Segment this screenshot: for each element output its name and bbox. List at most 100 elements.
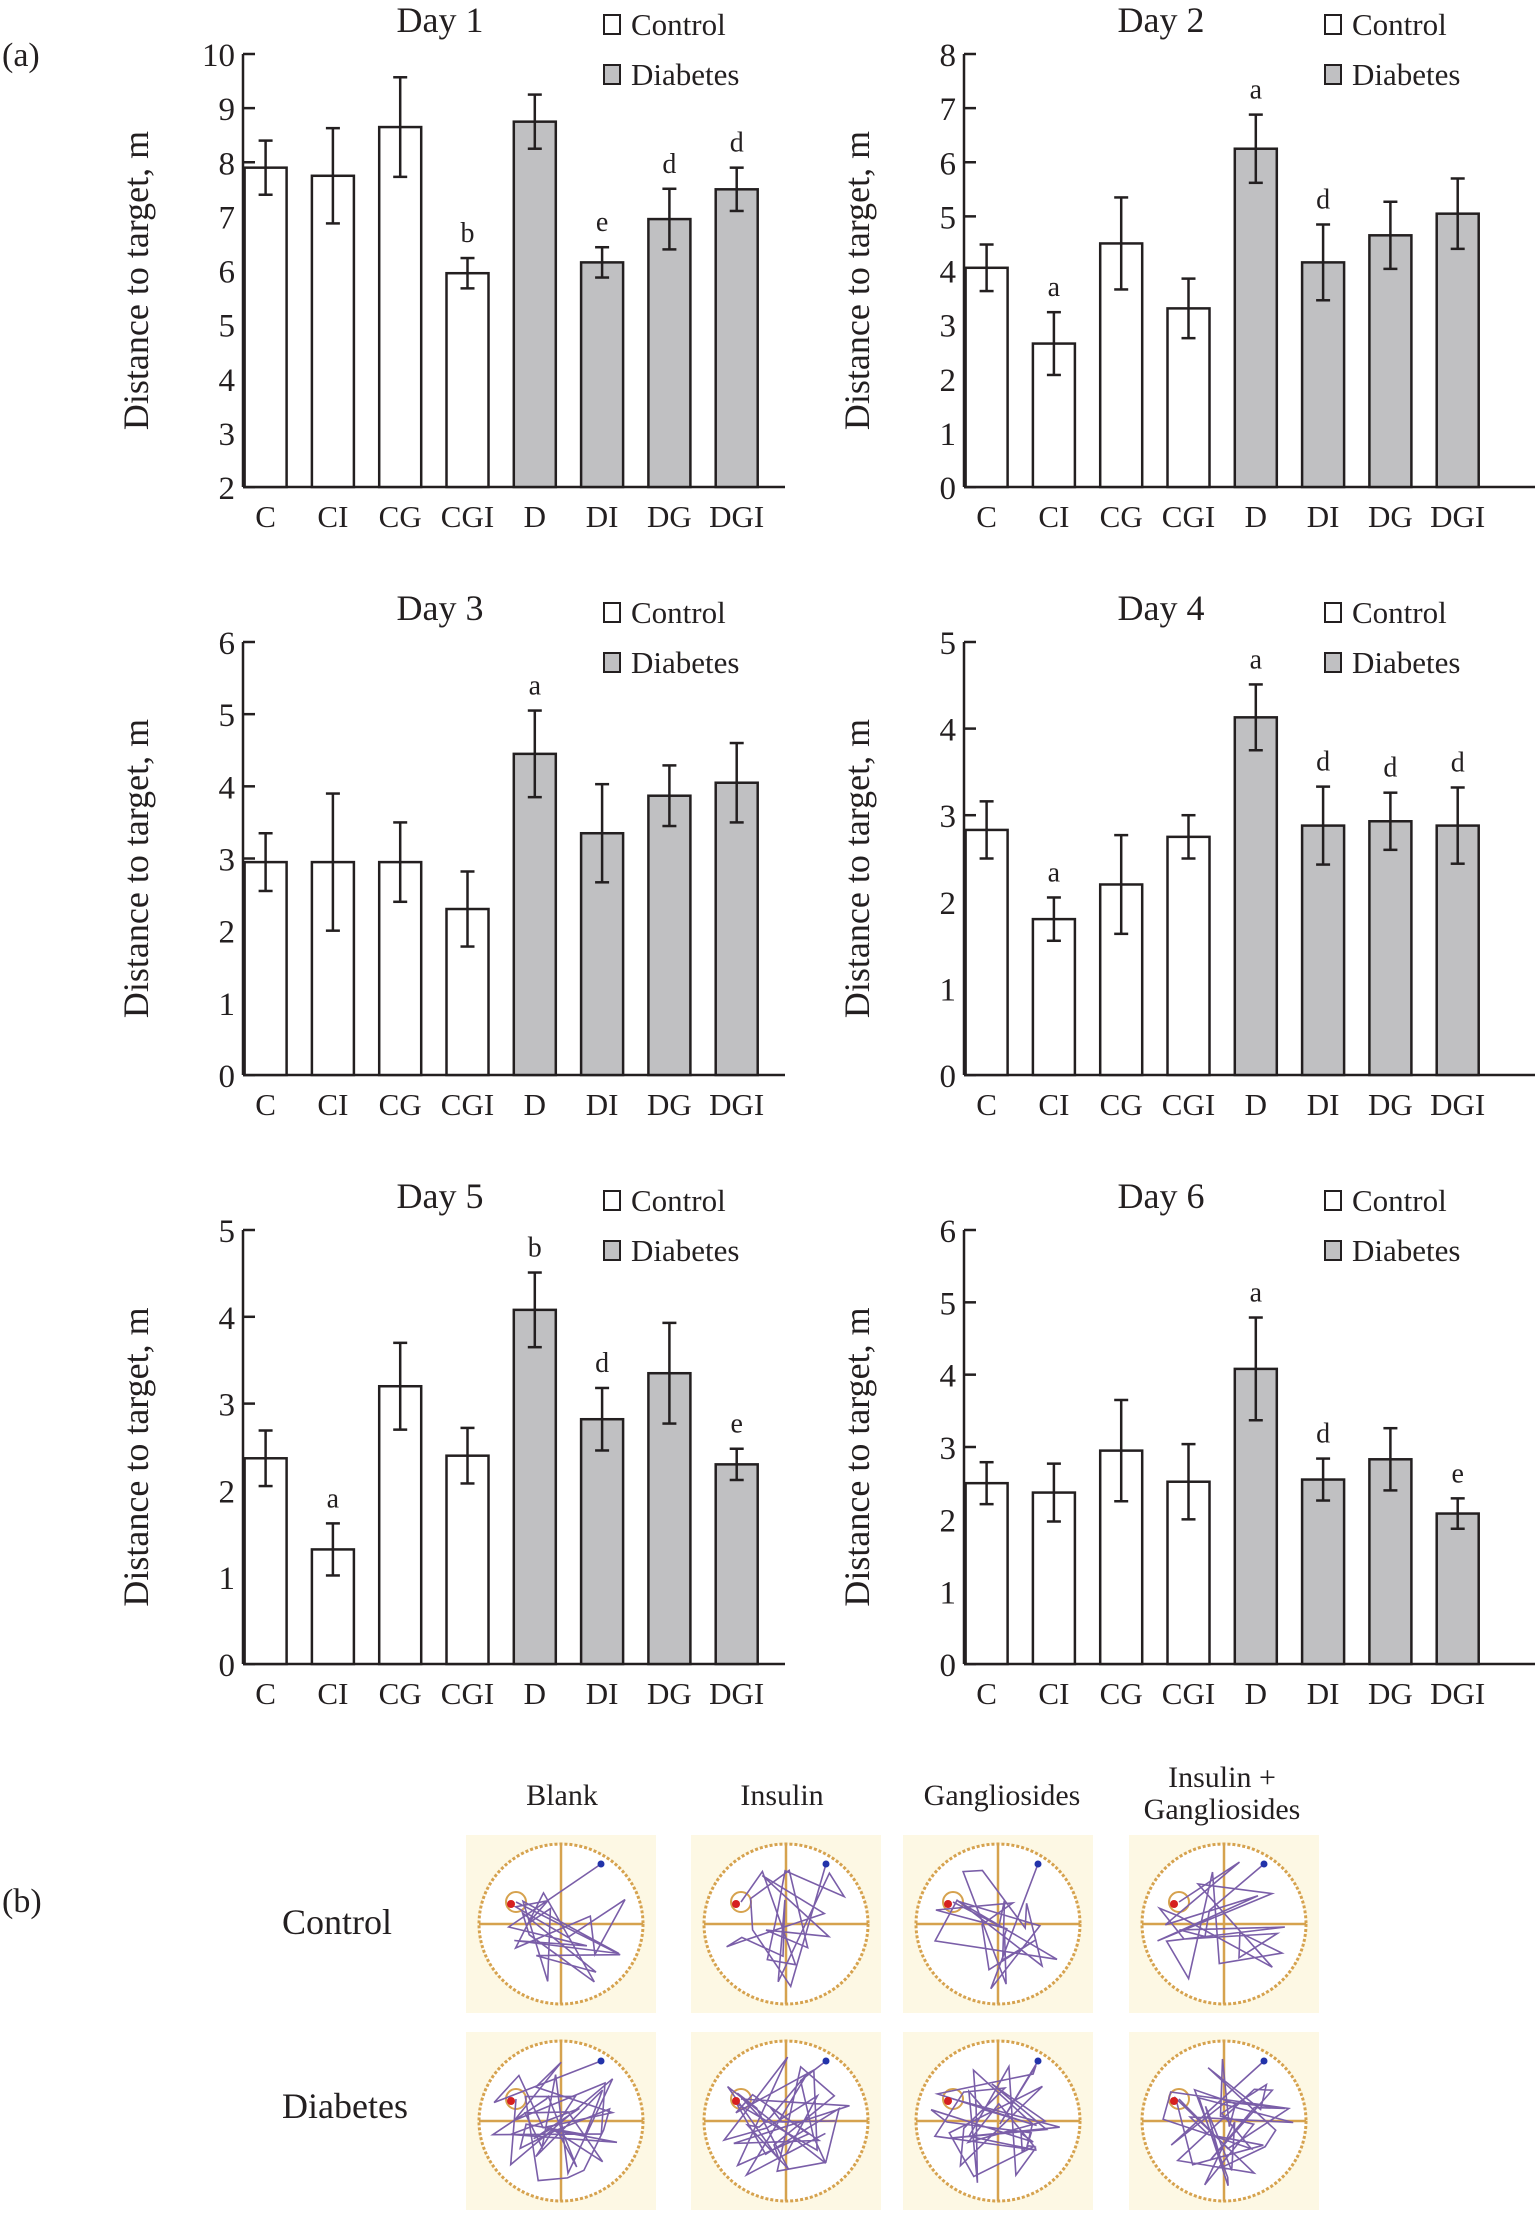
bar-DGI: [714, 1463, 759, 1666]
panel-label-b: (b): [2, 1883, 42, 1920]
y-tick-label: 1: [940, 1576, 957, 1612]
x-tick-label: CGI: [1162, 1676, 1215, 1711]
start-point: [597, 1860, 605, 1868]
y-tick-label: 4: [940, 1359, 957, 1395]
bar-D: [512, 1308, 558, 1666]
x-tick-label: DI: [1307, 1087, 1340, 1122]
significance-label: d: [662, 149, 676, 180]
bar-C: [964, 828, 1009, 1077]
legend-label-control: Control: [1352, 7, 1447, 42]
swim-track-diabetes-3: [1129, 2032, 1319, 2210]
x-tick-label: D: [1245, 1087, 1267, 1122]
significance-label: e: [596, 207, 608, 238]
end-point: [944, 1900, 952, 1908]
y-tick-label: 2: [940, 363, 957, 399]
legend-swatch-control: [603, 602, 621, 623]
x-tick-label: CG: [379, 499, 422, 534]
chart-day-1: 2 3 4 5 6 7 8 9 10 Distance to target, m Day 1 Cont…: [116, 0, 785, 534]
significance-label: a: [1048, 272, 1061, 303]
bar-DGI: [714, 781, 759, 1077]
y-tick-label: 1: [940, 417, 957, 453]
bar-DG: [647, 217, 692, 489]
significance-label: e: [1451, 1458, 1463, 1489]
end-point: [732, 2097, 740, 2105]
y-tick-label: 2: [940, 886, 957, 922]
y-tick-label: 0: [940, 1059, 957, 1095]
swim-track-control-0: [466, 1835, 656, 2013]
y-tick-label: 5: [219, 698, 236, 734]
chart-title: Day 6: [1118, 1176, 1205, 1216]
y-tick-label: 3: [219, 417, 236, 453]
significance-label: d: [1316, 1419, 1330, 1450]
y-tick-label: 6: [940, 1214, 957, 1250]
column-label: Gangliosides: [924, 1779, 1081, 1812]
y-tick-label: 2: [219, 1474, 236, 1510]
bar-DG: [647, 794, 692, 1077]
start-point: [1260, 2057, 1268, 2065]
x-tick-label: CGI: [441, 1087, 494, 1122]
y-tick-label: 5: [219, 1214, 236, 1250]
y-tick-label: 4: [940, 713, 957, 749]
end-point: [944, 2097, 952, 2105]
bar-D: [1233, 147, 1279, 489]
y-tick-label: 2: [940, 1503, 957, 1539]
x-tick-label: DG: [1368, 1087, 1413, 1122]
bar-D: [1233, 716, 1279, 1077]
end-point: [507, 2097, 515, 2105]
x-tick-label: C: [255, 1676, 276, 1711]
x-tick-label: C: [255, 499, 276, 534]
y-tick-label: 4: [219, 1301, 236, 1337]
x-tick-label: CI: [1038, 499, 1069, 534]
bar-DI: [1300, 1478, 1346, 1666]
y-tick-label: 1: [219, 1561, 236, 1597]
significance-label: a: [327, 1483, 340, 1514]
x-tick-label: CI: [1038, 1087, 1069, 1122]
significance-label: a: [529, 671, 542, 702]
x-tick-label: DG: [647, 1087, 692, 1122]
chart-title: Day 4: [1118, 588, 1205, 628]
y-axis-label: Distance to target, m: [837, 1307, 877, 1606]
swim-track-control-3: [1129, 1835, 1319, 2013]
swim-track-diabetes-1: [691, 2032, 881, 2210]
legend-swatch-diabetes: [603, 652, 621, 673]
swim-track-diabetes-0: [466, 2032, 656, 2210]
x-tick-label: CG: [379, 1087, 422, 1122]
column-label: Insulin: [740, 1779, 823, 1812]
chart-title: Day 5: [397, 1176, 484, 1216]
legend-swatch-control: [1324, 1190, 1342, 1211]
swim-track-diabetes-2: [903, 2032, 1093, 2210]
significance-label: d: [730, 128, 744, 159]
column-label: Blank: [526, 1779, 598, 1812]
x-tick-label: C: [976, 1087, 997, 1122]
swim-path: [490, 2060, 618, 2182]
x-tick-label: CI: [317, 499, 348, 534]
bar-CGI: [445, 271, 490, 489]
x-tick-label: C: [976, 499, 997, 534]
x-tick-label: DG: [647, 1676, 692, 1711]
platform-target: [1168, 1891, 1190, 1913]
y-tick-label: 3: [219, 1388, 236, 1424]
significance-label: a: [1250, 1278, 1263, 1309]
row-label: Diabetes: [282, 2086, 408, 2126]
swim-path: [1162, 2058, 1294, 2186]
y-tick-label: 6: [219, 626, 236, 662]
x-tick-label: D: [524, 499, 546, 534]
bar-DG: [647, 1371, 692, 1666]
y-tick-label: 0: [940, 1648, 957, 1684]
y-axis-label: Distance to target, m: [116, 1307, 156, 1606]
legend-swatch-control: [603, 1190, 621, 1211]
legend-swatch-control: [1324, 602, 1342, 623]
significance-label: a: [1250, 75, 1263, 106]
bar-CI: [310, 174, 356, 489]
x-tick-label: D: [524, 1676, 546, 1711]
significance-label: d: [1316, 747, 1330, 778]
x-tick-label: D: [524, 1087, 546, 1122]
end-point: [732, 1900, 740, 1908]
bar-CG: [377, 125, 423, 489]
y-tick-label: 3: [940, 1431, 957, 1467]
column-label: Insulin +: [1168, 1761, 1276, 1794]
legend-swatch-control: [603, 14, 621, 35]
panel-label-a: (a): [2, 37, 40, 74]
